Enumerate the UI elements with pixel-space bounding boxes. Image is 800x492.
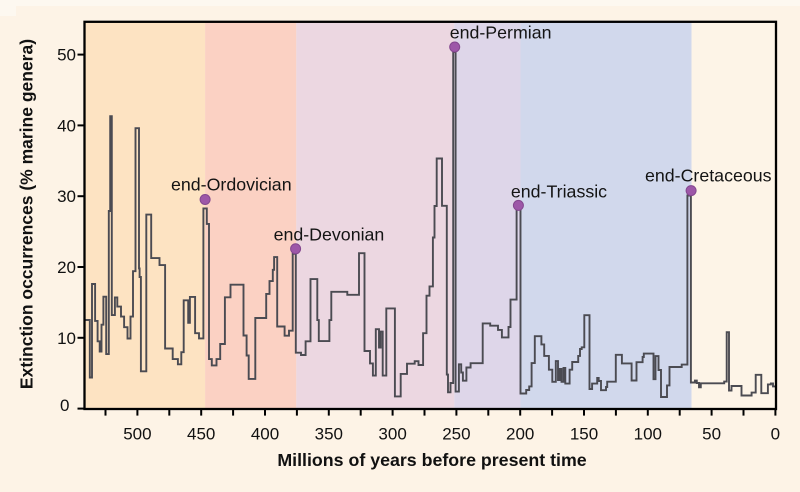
svg-text:20: 20 <box>57 258 76 277</box>
svg-text:Millions of years before prese: Millions of years before present time <box>277 450 586 470</box>
svg-text:500: 500 <box>123 425 151 444</box>
svg-text:10: 10 <box>57 329 76 348</box>
svg-text:end-Devonian: end-Devonian <box>274 225 385 245</box>
svg-text:150: 150 <box>570 425 598 444</box>
svg-text:300: 300 <box>378 425 406 444</box>
svg-text:Extinction occurrences (% mari: Extinction occurrences (% marine genera) <box>17 39 37 389</box>
svg-text:100: 100 <box>634 425 662 444</box>
svg-text:end-Cretaceous: end-Cretaceous <box>645 166 772 186</box>
svg-text:400: 400 <box>251 425 279 444</box>
svg-text:end-Ordovician: end-Ordovician <box>171 174 292 194</box>
svg-text:40: 40 <box>57 116 76 135</box>
svg-text:end-Triassic: end-Triassic <box>511 182 607 202</box>
svg-text:200: 200 <box>506 425 534 444</box>
svg-text:end-Permian: end-Permian <box>450 22 552 42</box>
svg-text:350: 350 <box>315 425 343 444</box>
svg-text:30: 30 <box>57 187 76 206</box>
svg-text:50: 50 <box>702 425 721 444</box>
svg-text:450: 450 <box>187 425 215 444</box>
svg-text:0: 0 <box>60 396 69 415</box>
svg-text:50: 50 <box>57 46 76 65</box>
svg-text:0: 0 <box>771 425 780 444</box>
svg-text:250: 250 <box>442 425 470 444</box>
